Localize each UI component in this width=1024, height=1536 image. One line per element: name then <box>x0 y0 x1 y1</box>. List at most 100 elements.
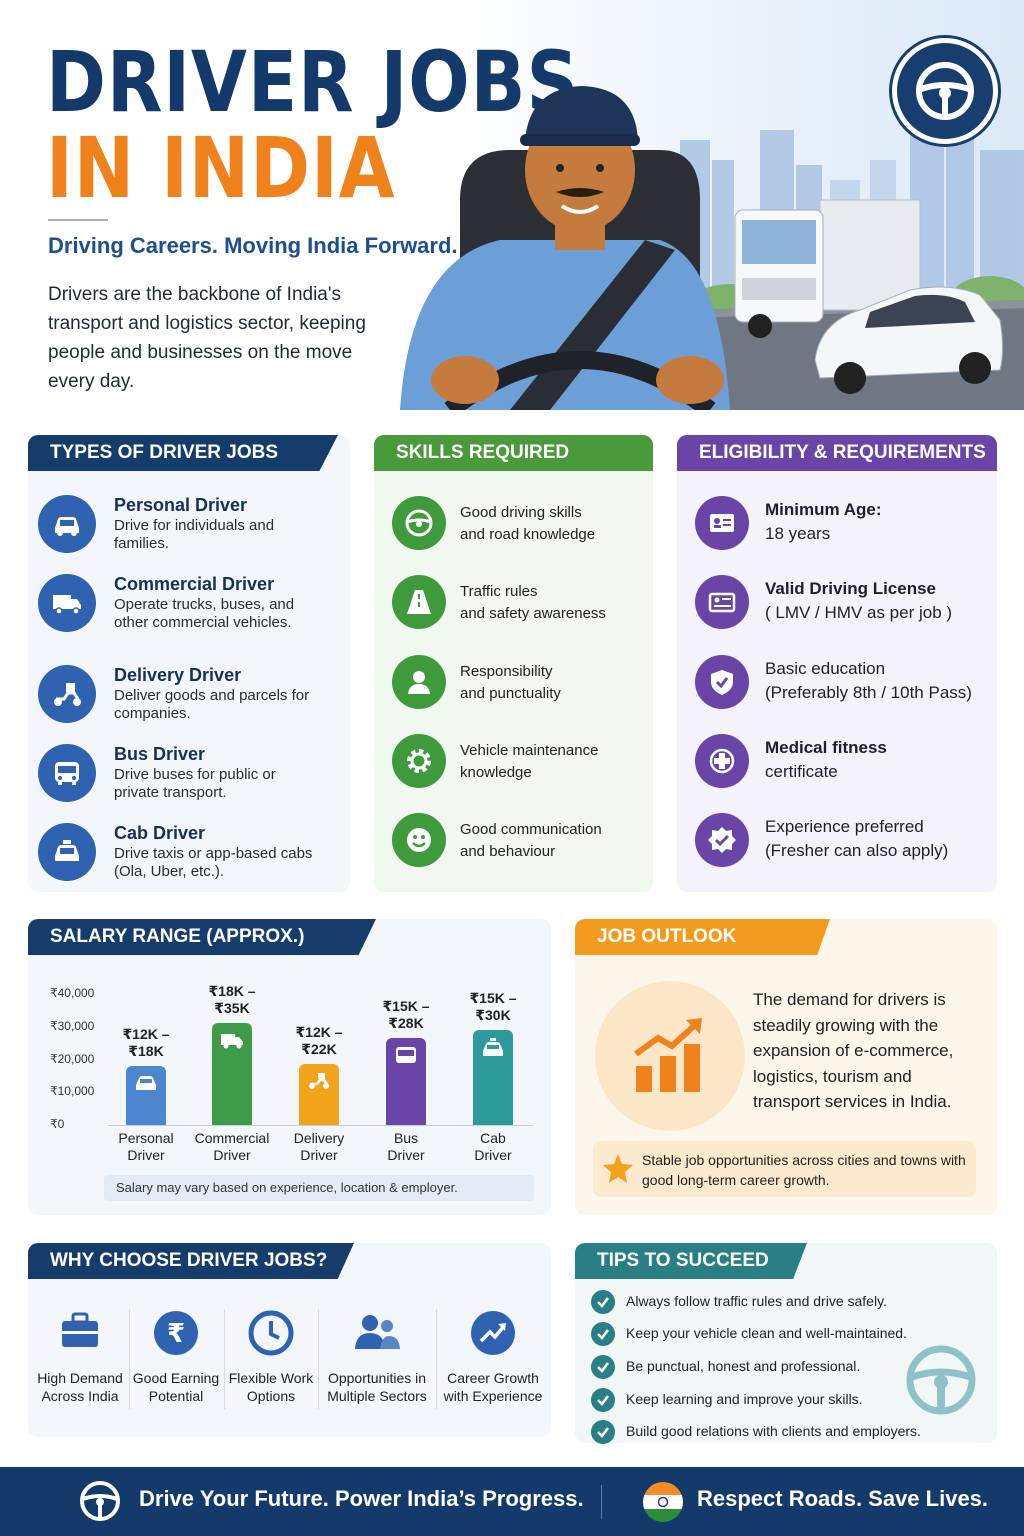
why-divider <box>318 1309 319 1409</box>
outlook-note-text: Stable job opportunities across cities a… <box>642 1152 966 1188</box>
tips-heading: TIPS TO SUCCEED <box>575 1243 807 1279</box>
hero-section: DRIVER JOBS IN INDIA Driving Careers. Mo… <box>0 0 1024 410</box>
taxi-icon <box>38 823 96 881</box>
salary-bar <box>386 1038 426 1125</box>
tip-text: Build good relations with clients and em… <box>626 1423 921 1439</box>
eligibility-title: Basic education <box>765 659 886 678</box>
tip-text: Keep your vehicle clean and well-maintai… <box>626 1325 907 1341</box>
salary-bar <box>299 1064 339 1125</box>
tip-text: Always follow traffic rules and drive sa… <box>626 1293 887 1309</box>
hero-illustration <box>400 86 1024 410</box>
salary-bar <box>126 1066 166 1125</box>
steering-badge <box>892 38 998 144</box>
people-icon <box>355 1315 400 1349</box>
svg-text:₹: ₹ <box>167 1319 185 1349</box>
scooter-icon <box>38 665 96 723</box>
eligibility-detail: (Fresher can also apply) <box>765 841 949 860</box>
bar-value-label: ₹12K – ₹22K <box>295 1024 343 1058</box>
intro-text: Drivers are the backbone of India's tran… <box>48 284 366 392</box>
bus-icon <box>394 1046 418 1125</box>
category-label: Bus Driver <box>387 1130 425 1163</box>
category-label: Commercial Driver <box>194 1130 270 1163</box>
clock-icon <box>248 1310 294 1356</box>
why-label: Good Earning Potential <box>132 1370 220 1404</box>
why-item: High Demand Across India <box>32 1305 128 1415</box>
why-divider <box>224 1309 225 1409</box>
eligibility-title: Medical fitness <box>765 738 887 757</box>
types-card: TYPES OF DRIVER JOBS Personal Driver Dri… <box>28 435 350 892</box>
steering-wheel-icon <box>916 62 974 120</box>
page-title: DRIVER JOBS <box>46 33 580 131</box>
type-title: Delivery Driver <box>114 665 242 685</box>
gear-icon <box>392 734 446 788</box>
eligibility-title: Minimum Age: <box>765 500 882 519</box>
why-heading: WHY CHOOSE DRIVER JOBS? <box>28 1243 354 1279</box>
car-icon <box>134 1074 158 1125</box>
why-label: High Demand Across India <box>37 1370 123 1404</box>
why-item: Opportunities in Multiple Sectors <box>320 1305 434 1415</box>
why-divider <box>129 1309 130 1409</box>
skills-heading: SKILLS REQUIRED <box>374 435 653 471</box>
rupee-icon: ₹ <box>154 1311 198 1355</box>
trend-up-icon <box>471 1311 515 1355</box>
type-desc: Operate trucks, buses, and other commerc… <box>114 596 295 631</box>
eligibility-detail: 18 years <box>765 524 831 543</box>
y-tick-label: ₹10,000 <box>50 1084 95 1099</box>
x-axis-line <box>108 1125 533 1126</box>
outlook-heading: JOB OUTLOOK <box>575 919 830 955</box>
bar-value-label: ₹15K – ₹28K <box>382 998 430 1032</box>
taxi-icon <box>481 1038 505 1125</box>
category-label: Cab Driver <box>474 1130 512 1163</box>
check-icon <box>591 1290 615 1314</box>
salary-bar <box>212 1023 252 1125</box>
type-desc: Drive taxis or app-based cabs (Ola, Uber… <box>114 845 313 880</box>
skill-text: Vehicle maintenance knowledge <box>460 742 599 781</box>
steering-wheel-icon <box>392 496 446 550</box>
star-icon <box>603 1154 633 1183</box>
type-title: Personal Driver <box>114 495 248 515</box>
bus-icon <box>38 744 96 802</box>
footer-divider <box>601 1485 602 1519</box>
title-divider <box>48 219 108 221</box>
why-item: Flexible Work Options <box>225 1305 317 1415</box>
bar-value-label: ₹15K – ₹30K <box>469 990 517 1024</box>
tip-item: Keep your vehicle clean and well-maintai… <box>591 1322 991 1346</box>
type-desc: Drive buses for public or private transp… <box>114 766 276 801</box>
outlook-graphic <box>595 981 745 1131</box>
tip-item: Be punctual, honest and professional. <box>591 1355 991 1379</box>
y-tick-label: ₹20,000 <box>50 1051 95 1066</box>
tip-item: Build good relations with clients and em… <box>591 1420 991 1444</box>
why-label: Opportunities in Multiple Sectors <box>327 1370 427 1404</box>
shield-icon <box>695 655 749 709</box>
medical-cross-icon <box>695 734 749 788</box>
salary-card: SALARY RANGE (APPROX.) ₹40,000 ₹30,000 ₹20… <box>28 919 551 1215</box>
eligibility-heading: ELIGIBILITY & REQUIREMENTS <box>677 435 997 471</box>
why-divider <box>436 1309 437 1409</box>
why-item: Career Growth with Experience <box>438 1305 548 1415</box>
why-label: Flexible Work Options <box>228 1370 314 1404</box>
type-desc: Drive for individuals and families. <box>114 517 275 552</box>
type-desc: Deliver goods and parcels for companies. <box>114 687 310 722</box>
skill-text: Traffic rules and safety awareness <box>460 583 606 622</box>
tip-item: Always follow traffic rules and drive sa… <box>591 1290 991 1314</box>
eligibility-card: ELIGIBILITY & REQUIREMENTS Minimum Age: … <box>677 435 997 892</box>
scooter-icon <box>307 1072 331 1125</box>
eligibility-title: Experience preferred <box>765 817 924 836</box>
skills-card: SKILLS REQUIRED Good driving skills and r… <box>374 435 653 892</box>
tip-item: Keep learning and improve your skills. <box>591 1388 991 1412</box>
bar-value-label: ₹12K – ₹18K <box>122 1026 170 1060</box>
salary-chart: ₹40,000 ₹30,000 ₹20,000 ₹10,000 ₹0 ₹12K – ₹18K… <box>28 919 551 1215</box>
why-item: ₹ Good Earning Potential <box>130 1305 222 1415</box>
skill-text: Good communication and behaviour <box>460 821 602 860</box>
skill-text: Good driving skills and road knowledge <box>460 504 596 543</box>
salary-note: Salary may vary based on experience, loc… <box>104 1175 534 1201</box>
truck-icon <box>220 1031 244 1125</box>
y-tick-label: ₹0 <box>50 1117 65 1131</box>
badge-check-icon <box>695 813 749 867</box>
check-icon <box>591 1322 615 1346</box>
smile-icon <box>392 813 446 867</box>
category-label: Delivery Driver <box>293 1130 345 1163</box>
outlook-card: JOB OUTLOOK The demand for drivers is st… <box>575 919 997 1215</box>
check-icon <box>591 1355 615 1379</box>
eligibility-detail: ( LMV / HMV as per job ) <box>765 603 953 622</box>
